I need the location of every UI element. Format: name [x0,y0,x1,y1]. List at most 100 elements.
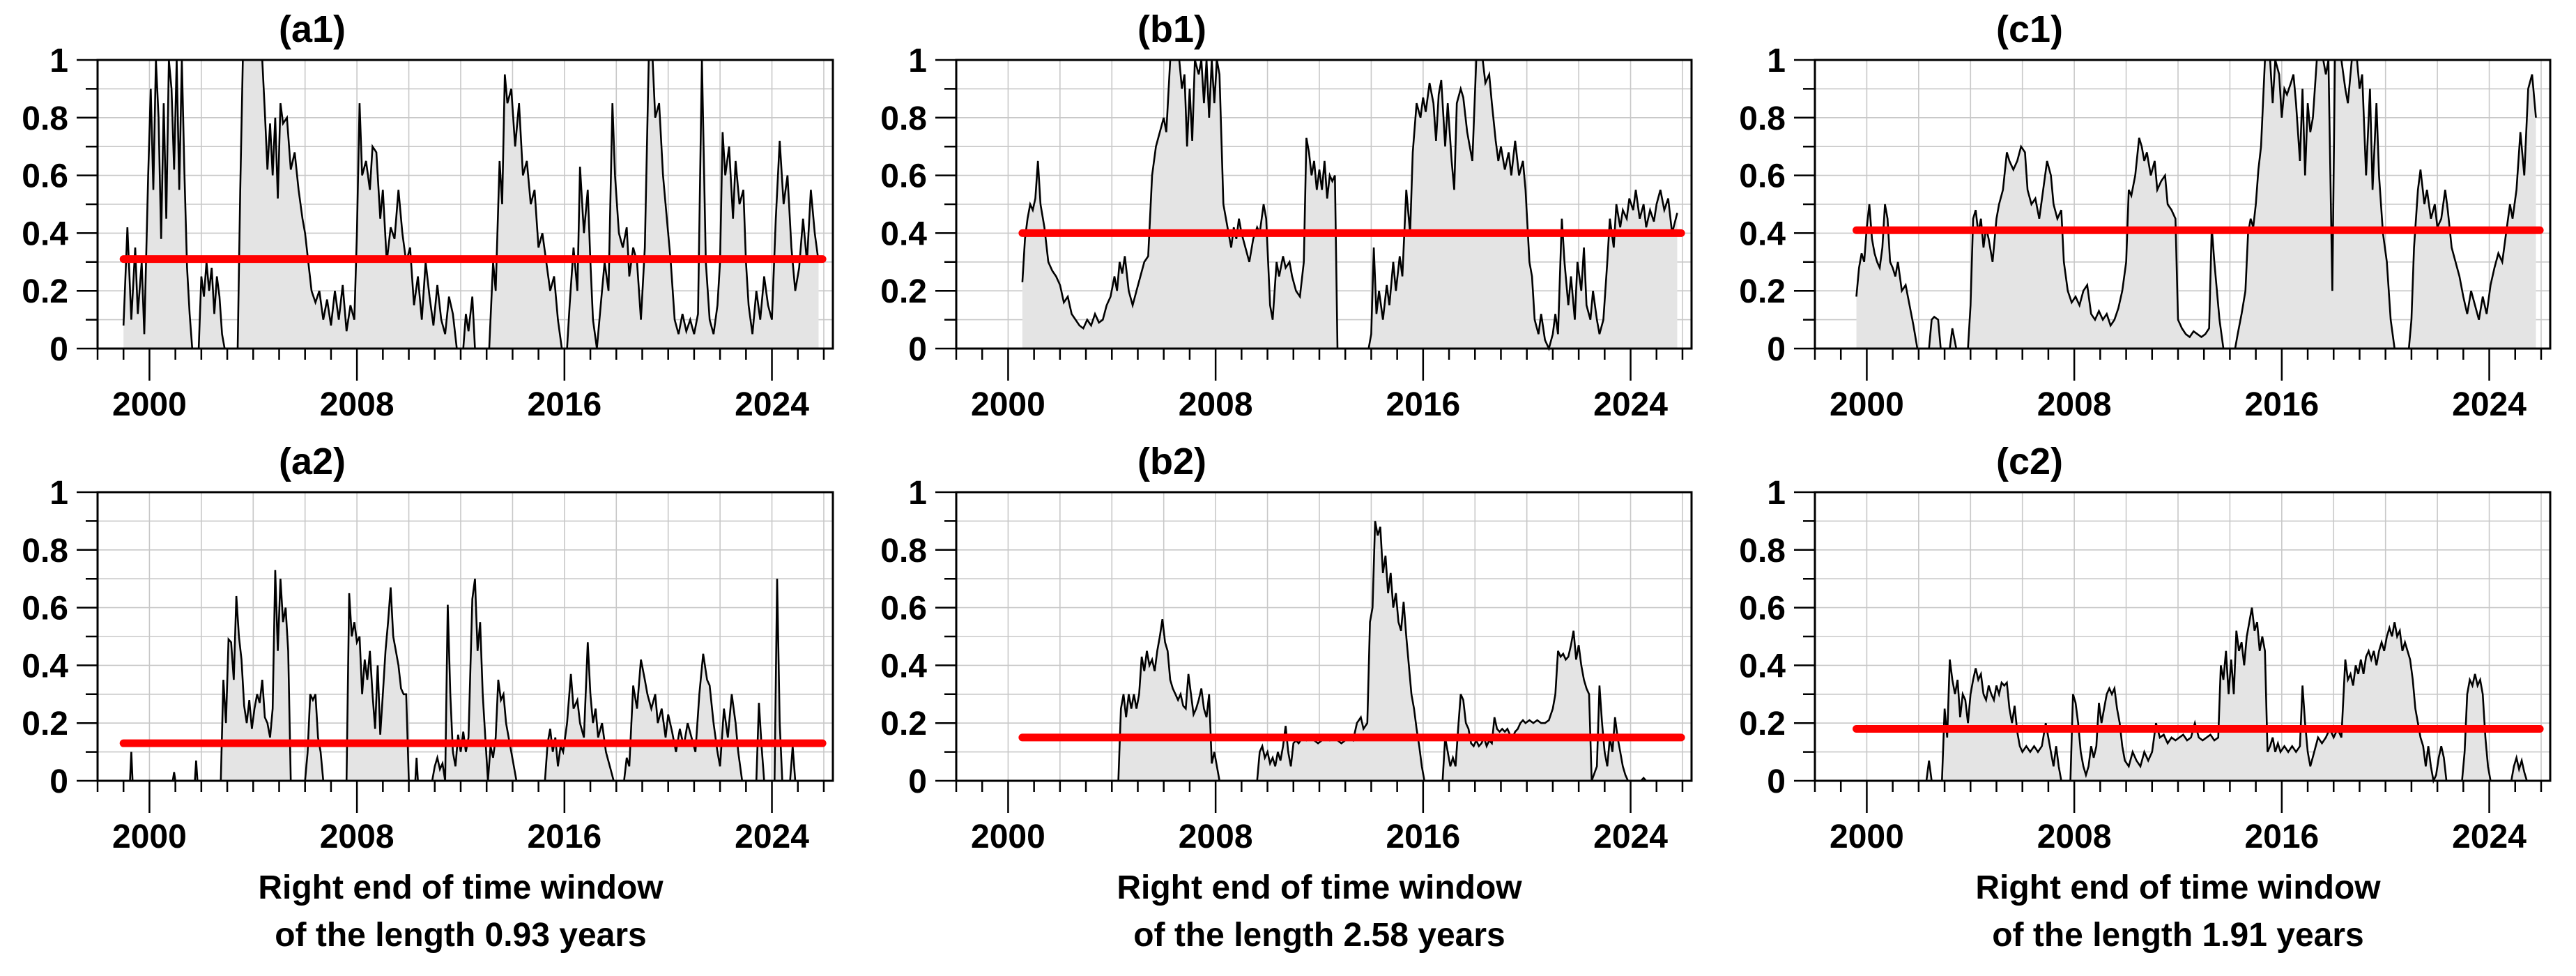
x-tick-label: 2000 [112,386,187,423]
series-area [1022,521,1678,781]
series-area [123,60,819,349]
y-axis-labels: 0 0.2 0.4 0.6 0.8 1 [880,475,927,800]
panel-b2: 2000 2008 2016 2024 0 0.2 0.4 0.6 0.8 1 (b2) [880,441,1693,855]
y-tick-label: 1 [908,43,927,79]
x-axis [96,781,825,813]
x-tick-label: 2008 [2037,818,2112,855]
chart-area: 2000 2008 2016 2024 0 0.2 0.4 0.6 0.8 1 [880,475,1693,855]
y-tick-label: 0.2 [22,273,68,310]
x-tick-label: 2016 [1386,386,1460,423]
panel-c2: 2000 2008 2016 2024 0 0.2 0.4 0.6 0.8 1 (c2) [1739,441,2552,855]
caption-column-b: Right end of time window of the length 2… [859,864,1717,976]
x-axis-labels: 2000 2008 2016 2024 [112,386,809,423]
x-tick-label: 2000 [971,386,1045,423]
y-tick-label: 0.8 [880,533,927,570]
x-tick-label: 2024 [2452,386,2527,423]
caption-line-1: Right end of time window [1975,869,2381,906]
x-tick-label: 2008 [2037,386,2112,423]
x-tick-label: 2016 [2244,818,2319,855]
y-axis [77,491,98,782]
y-axis-labels: 0 0.2 0.4 0.6 0.8 1 [22,43,68,368]
series-line [1022,521,1678,782]
x-tick-label: 2024 [735,386,809,423]
y-axis-labels: 0 0.2 0.4 0.6 0.8 1 [1739,43,1786,368]
series-area [1856,60,2536,349]
y-tick-label: 0.6 [22,158,68,195]
x-tick-label: 2024 [1593,818,1668,855]
x-tick-label: 2016 [527,818,601,855]
x-tick-label: 2008 [1179,386,1253,423]
y-tick-label: 0.6 [880,590,927,627]
x-tick-label: 2024 [2452,818,2527,855]
chart-area: 2000 2008 2016 2024 0 0.2 0.4 0.6 0.8 1 [1739,43,2552,423]
y-tick-label: 0 [1767,331,1786,368]
x-axis [955,349,1684,381]
x-axis [96,349,825,381]
y-axis [935,491,956,782]
y-tick-label: 1 [1767,475,1786,512]
y-axis [935,59,956,350]
y-tick-label: 0.8 [22,533,68,570]
y-tick-label: 0 [908,331,927,368]
panel-b1-label: (b1) [1137,8,1206,50]
x-tick-label: 2000 [1830,818,1904,855]
y-tick-label: 0.4 [22,648,68,685]
series-line [1021,59,1678,351]
y-tick-label: 0.8 [1739,100,1786,137]
y-tick-label: 1 [1767,43,1786,79]
y-tick-label: 0.4 [1739,648,1786,685]
panel-b1: 2000 2008 2016 2024 0 0.2 0.4 0.6 0.8 1 (b1) [880,8,1693,423]
x-tick-label: 2000 [971,818,1045,855]
y-tick-label: 0.2 [880,273,927,310]
x-axis-labels: 2000 2008 2016 2024 [1830,386,2527,423]
y-axis-labels: 0 0.2 0.4 0.6 0.8 1 [22,475,68,800]
y-tick-label: 0.8 [22,100,68,137]
x-axis-labels: 2000 2008 2016 2024 [1830,818,2527,855]
panel-a1: 2000 2008 2016 2024 0 0.2 0.4 0.6 0.8 1 (a1) [22,8,834,423]
caption-line-1: Right end of time window [1117,869,1522,906]
y-tick-label: 1 [908,475,927,512]
y-tick-label: 0.8 [880,100,927,137]
y-axis-labels: 0 0.2 0.4 0.6 0.8 1 [1739,475,1786,800]
caption-column-c: Right end of time window of the length 1… [1717,864,2576,976]
y-axis [1794,491,1815,782]
caption-column-a: Right end of time window of the length 0… [0,864,859,976]
y-tick-label: 0.4 [880,215,927,252]
y-tick-label: 0 [1767,763,1786,800]
y-tick-label: 0.6 [22,590,68,627]
x-tick-label: 2016 [527,386,601,423]
x-tick-label: 2016 [2244,386,2319,423]
y-axis [1794,59,1815,350]
y-tick-label: 0 [908,763,927,800]
y-tick-label: 0.4 [1739,215,1786,252]
caption-line-2: of the length 2.58 years [1133,917,1505,954]
x-tick-label: 2024 [1593,386,1668,423]
panel-c1: 2000 2008 2016 2024 0 0.2 0.4 0.6 0.8 1 (c1) [1739,8,2552,423]
y-tick-label: 0 [49,763,68,800]
x-axis [1814,349,2543,381]
series-line [1856,607,2536,784]
x-tick-label: 2024 [735,818,809,855]
panel-a2: 2000 2008 2016 2024 0 0.2 0.4 0.6 0.8 1 (a2) [22,441,834,855]
panel-c1-label: (c1) [1996,8,2063,50]
panel-c2-label: (c2) [1996,441,2063,482]
chart-area: 2000 2008 2016 2024 0 0.2 0.4 0.6 0.8 1 [22,43,834,423]
chart-area: 2000 2008 2016 2024 0 0.2 0.4 0.6 0.8 1 [1739,475,2552,855]
series-line [1855,59,2537,350]
y-tick-label: 0.4 [22,215,68,252]
y-tick-label: 0.6 [1739,158,1786,195]
chart-area: 2000 2008 2016 2024 0 0.2 0.4 0.6 0.8 1 [880,43,1693,423]
x-axis-labels: 2000 2008 2016 2024 [112,818,809,855]
x-tick-label: 2000 [1830,386,1904,423]
x-tick-label: 2016 [1386,818,1460,855]
x-tick-label: 2008 [1179,818,1253,855]
x-axis-labels: 2000 2008 2016 2024 [971,818,1668,855]
y-tick-label: 0.4 [880,648,927,685]
y-tick-label: 0.8 [1739,533,1786,570]
y-tick-label: 0.2 [1739,273,1786,310]
caption-line-2: of the length 0.93 years [275,917,647,954]
panel-b2-label: (b2) [1137,441,1206,482]
y-tick-label: 0.2 [1739,706,1786,742]
y-tick-label: 0.6 [1739,590,1786,627]
